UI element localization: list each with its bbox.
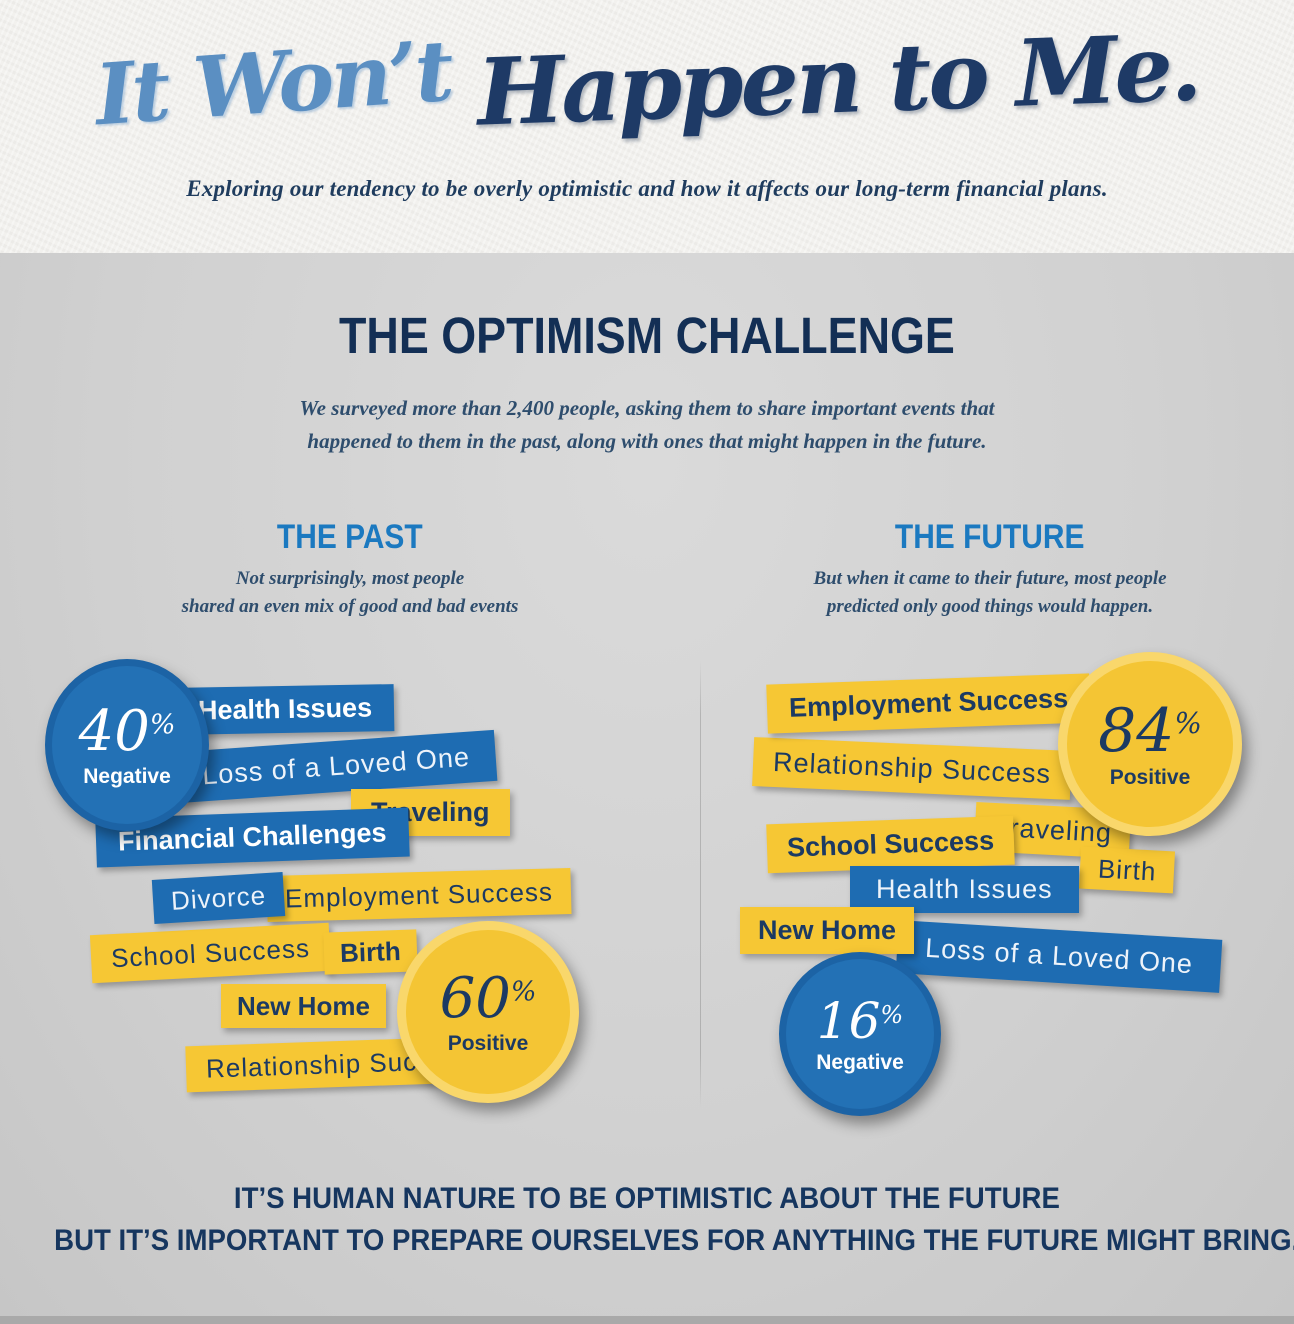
tag-future-employment-success: Employment Success [766, 673, 1091, 734]
past-negative-value: 40% [78, 698, 176, 764]
tag-future-loss-of-a-loved-one: Loss of a Loved One [895, 920, 1223, 993]
header: It Won’t Happen to Me. Exploring our tend… [0, 0, 1294, 253]
tag-future-health-issues: Health Issues [850, 866, 1079, 913]
past-subtitle: Not surprisingly, most people shared an … [60, 565, 640, 620]
tag-past-divorce: Divorce [151, 872, 286, 924]
section-intro: We surveyed more than 2,400 people, aski… [0, 392, 1294, 457]
tagline: Exploring our tendency to be overly opti… [186, 176, 1108, 201]
future-negative-label: Negative [816, 1050, 904, 1074]
section-title: THE OPTIMISM CHALLENGE [0, 306, 1294, 365]
tag-past-school-success: School Success [89, 922, 332, 984]
past-heading: THE PAST [277, 518, 423, 556]
future-positive-stat-circle: 84% Positive [1058, 652, 1242, 836]
past-subtitle-line1: Not surprisingly, most people [235, 568, 465, 589]
past-negative-stat-circle: 40% Negative [45, 659, 209, 831]
tag-future-new-home: New Home [740, 907, 915, 954]
past-positive-value: 60% [439, 965, 537, 1031]
future-subtitle: But when it came to their future, most p… [710, 565, 1270, 620]
percent-sign: % [149, 708, 176, 740]
past-subtitle-line2: shared an even mix of good and bad event… [181, 595, 519, 617]
title-happen-to-me: Happen to Me. [475, 13, 1201, 147]
percent-sign: % [880, 1000, 904, 1029]
tag-future-school-success: School Success [766, 815, 1015, 874]
future-negative-value: 16% [816, 991, 904, 1050]
past-negative-label: Negative [83, 764, 171, 788]
percent-sign: % [1174, 705, 1202, 740]
tag-past-health-issues: Health Issues [175, 684, 395, 735]
bottom-strip [0, 1316, 1294, 1324]
tag-future-birth: Birth [1078, 846, 1176, 894]
future-heading: THE FUTURE [895, 518, 1085, 556]
title-it-wont: It Won’t [92, 20, 455, 145]
tag-past-birth: Birth [323, 929, 418, 975]
tag-future-relationship-success: Relationship Success [752, 737, 1073, 800]
future-positive-label: Positive [1109, 765, 1191, 789]
footer-statement-line1: IT’S HUMAN NATURE TO BE OPTIMISTIC ABOUT… [234, 1182, 1060, 1215]
section-intro-line2: happened to them in the past, along with… [307, 428, 987, 453]
column-divider [700, 660, 701, 1108]
future-subtitle-line1: But when it came to their future, most p… [813, 568, 1167, 589]
section-intro-line1: We surveyed more than 2,400 people, aski… [299, 396, 995, 420]
percent-sign: % [510, 975, 537, 1007]
main-title: It Won’t Happen to Me. [0, 13, 1294, 146]
footer-statement-line2: BUT IT’S IMPORTANT TO PREPARE OURSELVES … [54, 1224, 1294, 1257]
tag-past-new-home: New Home [221, 984, 386, 1028]
future-positive-value: 84% [1098, 695, 1202, 766]
past-positive-label: Positive [447, 1031, 529, 1055]
future-subtitle-line2: predicted only good things would happen. [826, 595, 1154, 617]
tag-past-employment-success: Employment Success [266, 868, 572, 922]
past-positive-stat-circle: 60% Positive [397, 921, 579, 1103]
future-negative-stat-circle: 16% Negative [779, 952, 941, 1116]
section-title-text: THE OPTIMISM CHALLENGE [339, 307, 955, 364]
